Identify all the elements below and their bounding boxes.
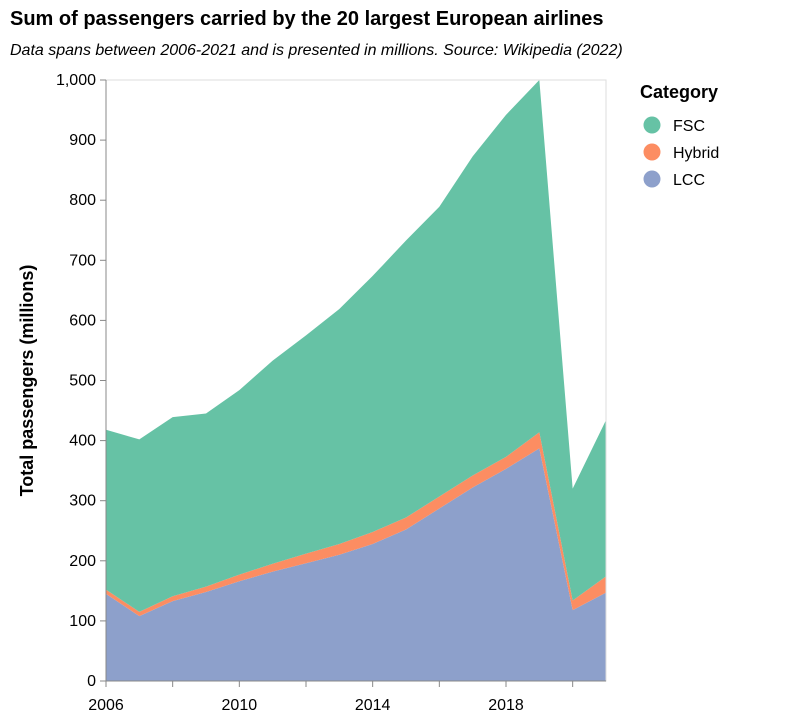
chart-subtitle: Data spans between 2006-2021 and is pres… [10, 42, 623, 59]
y-tick-label: 100 [69, 613, 96, 630]
axes-layer: 0 100 200 300 400 500 600 700 800 900 1,000 2006 201… [17, 72, 607, 714]
x-tick-label: 2010 [222, 697, 258, 714]
y-tick-label: 1,000 [56, 72, 96, 89]
y-tick-label: 200 [69, 553, 96, 570]
legend-label-fsc: FSC [673, 118, 705, 135]
x-tick-label: 2006 [88, 697, 124, 714]
legend-swatch-fsc [643, 116, 661, 134]
y-tick-label: 600 [69, 312, 96, 329]
legend-label-hybrid: Hybrid [673, 145, 719, 162]
y-tick-label: 900 [69, 132, 96, 149]
area-hybrid [106, 432, 606, 617]
y-tick-label: 0 [87, 673, 96, 690]
legend-swatch-hybrid [643, 143, 661, 161]
area-lcc [106, 448, 606, 681]
y-axis-title: Total passengers (millions) [17, 265, 37, 497]
legend-label-lcc: LCC [673, 172, 705, 189]
y-tick-label: 400 [69, 433, 96, 450]
area-fsc [106, 80, 606, 612]
y-tick-label: 700 [69, 252, 96, 269]
legend-swatch-lcc [643, 170, 661, 188]
y-tick-label: 300 [69, 493, 96, 510]
y-tick-label: 500 [69, 373, 96, 390]
x-tick-label: 2018 [488, 697, 524, 714]
legend: Category FSC Hybrid LCC [640, 82, 719, 189]
y-tick-label: 800 [69, 192, 96, 209]
legend-title: Category [640, 82, 718, 102]
chart-title: Sum of passengers carried by the 20 larg… [10, 8, 604, 30]
area-layer [106, 80, 606, 681]
x-tick-label: 2014 [355, 697, 391, 714]
